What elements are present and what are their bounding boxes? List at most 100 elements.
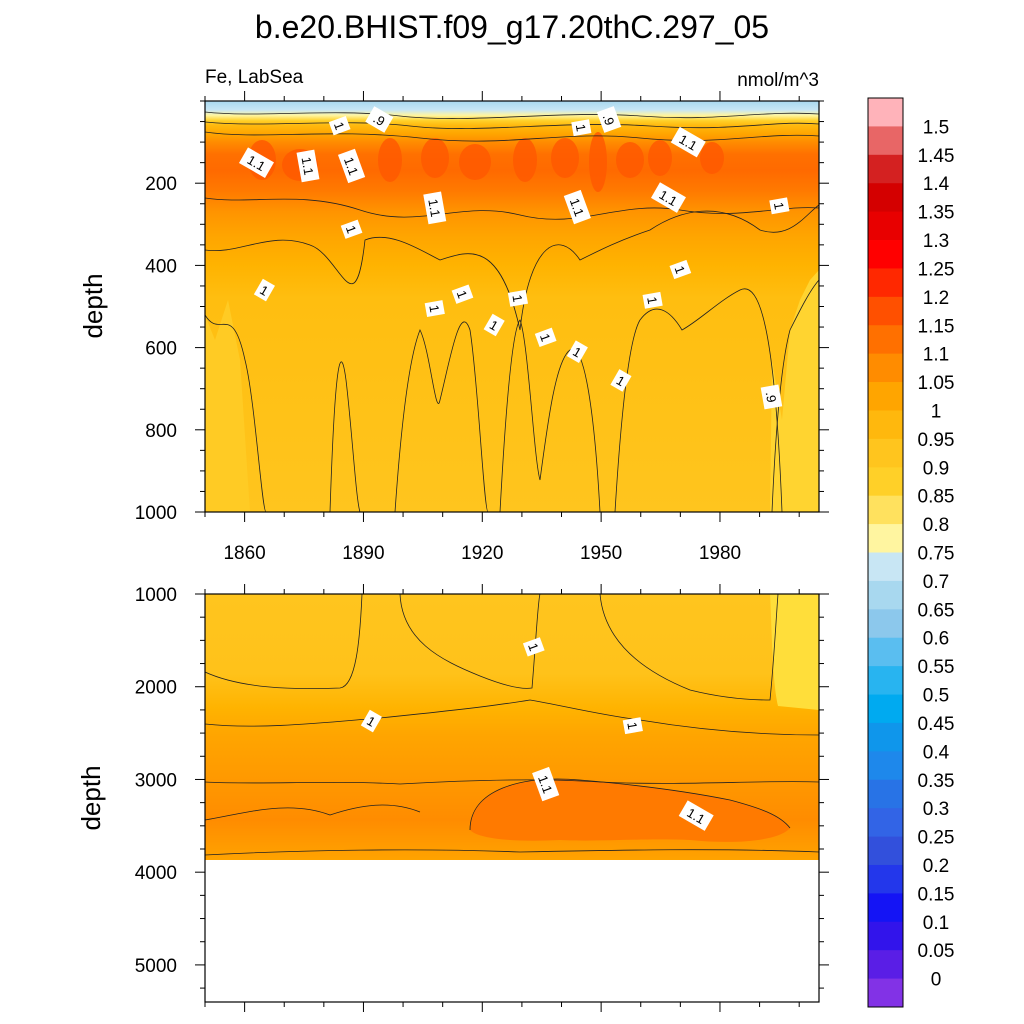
contour-label: .9 — [596, 106, 622, 133]
y-tick-label: 4000 — [135, 863, 177, 884]
colorbar-label: 0.5 — [923, 686, 949, 707]
contour-label: 1.1 — [532, 766, 560, 802]
contour-label-box — [563, 189, 591, 225]
y-tick-label: 800 — [145, 421, 177, 442]
contour-label-box — [534, 327, 557, 347]
lower-contour-labels: 1 1 1 1.1 1.1 — [360, 637, 714, 831]
y-tick-label: 3000 — [135, 770, 177, 791]
colorbar-label: 1.3 — [923, 231, 949, 252]
contour-label: 1 — [769, 197, 790, 215]
colorbar-swatch — [868, 211, 903, 241]
contour-label: 1 — [507, 289, 529, 307]
colorbar-label: 1.2 — [923, 288, 949, 309]
contour-label-box — [507, 289, 529, 307]
contour-label-box — [670, 126, 706, 158]
contour-label-text: 1 — [343, 223, 360, 235]
lower-panel: 1000 2000 3000 4000 5000 1 1 1 1.1 1.1 depth — [76, 584, 829, 1012]
upper-pale-region — [770, 270, 819, 512]
contour-label-box — [239, 147, 274, 178]
colorbar-label: 0.4 — [923, 742, 950, 763]
x-tick-label: 1920 — [461, 543, 503, 564]
colorbar-swatch — [868, 836, 903, 866]
colorbar-swatch — [868, 580, 903, 610]
colorbar-swatch — [868, 98, 903, 127]
contour-label-box — [424, 300, 445, 318]
colorbar-swatch — [868, 893, 903, 923]
contour-label: 1 — [360, 709, 382, 733]
colorbar-swatch — [868, 864, 903, 894]
lower-axis-ticks: 1000 2000 3000 4000 5000 — [135, 584, 829, 1012]
x-tick-label: 1890 — [342, 543, 384, 564]
contour-label: 1 — [669, 259, 692, 280]
colorbar-swatch — [868, 609, 903, 639]
colorbar-label: 0.35 — [918, 771, 955, 792]
colorbar-swatch — [868, 183, 903, 213]
contour-label-box — [760, 384, 783, 410]
colorbar-label: 0.15 — [918, 884, 955, 905]
contour-label-box — [769, 197, 790, 215]
colorbar-label: 1.15 — [918, 316, 955, 337]
colorbar-swatch — [868, 467, 903, 497]
contour-label: 1.1 — [678, 800, 714, 831]
contour-label-box — [532, 766, 560, 802]
colorbar-label: 0.3 — [923, 799, 949, 820]
contour-label-box — [451, 284, 474, 304]
colorbar-label: 0.95 — [918, 430, 955, 451]
contour-label-text: 1 — [454, 288, 471, 300]
colorbar: 1.5 1.45 1.4 1.35 1.3 1.25 1.2 1.15 1.1 1.05 1 0.95… — [867, 97, 955, 1008]
contour-label: 1.1 — [337, 148, 366, 184]
units-label: nmol/m^3 — [737, 70, 819, 91]
contour-label: .9 — [365, 106, 394, 133]
colorbar-swatch — [868, 495, 903, 525]
colorbar-frame — [867, 97, 904, 1008]
contour-label-text: .9 — [600, 112, 618, 127]
colorbar-label: 0.85 — [918, 487, 955, 508]
colorbar-label: 1.05 — [918, 373, 955, 394]
contour-label: 1 — [424, 300, 445, 318]
contour-label-box — [566, 340, 588, 364]
contour-label: 1 — [253, 278, 275, 302]
contour-label-text: 1.1 — [535, 773, 555, 795]
contour-label: .9 — [760, 384, 783, 410]
colorbar-label: 0.05 — [918, 941, 955, 962]
y-tick-label: 1000 — [135, 585, 177, 606]
contour-label-text: 1.1 — [425, 198, 443, 218]
contour-label-box — [423, 191, 447, 225]
contour-label-box — [365, 106, 394, 133]
colorbar-label: 1.35 — [918, 203, 955, 224]
x-tick-label: 1860 — [223, 543, 265, 564]
y-tick-label: 200 — [145, 174, 177, 195]
y-tick-label: 5000 — [135, 956, 177, 977]
variable-label: Fe, LabSea — [205, 67, 304, 88]
colorbar-swatch — [868, 410, 903, 440]
contour-label-text: 1 — [525, 641, 542, 653]
colorbar-label: 0.8 — [923, 515, 949, 536]
upper-contour-labels: 1.9 1.91.1 1.1 1.11.11.1 1.1 1.1 111111111111.… — [239, 106, 790, 410]
colorbar-label: 1.25 — [918, 259, 955, 280]
colorbar-label: 1 — [931, 401, 942, 422]
contour-label-box — [296, 149, 320, 183]
colorbar-swatch — [868, 722, 903, 752]
contour-label-box — [669, 259, 692, 280]
colorbar-swatch — [868, 524, 903, 553]
colorbar-swatch — [868, 779, 903, 809]
contour-label: 1 — [571, 119, 592, 137]
y-tick-label: 2000 — [135, 678, 177, 699]
x-tick-label: 1980 — [699, 543, 741, 564]
contour-label-box — [650, 182, 686, 213]
contour-label-text: 1 — [573, 123, 589, 133]
lower-y-axis-label: depth — [76, 765, 106, 830]
contour-label-text: 1 — [672, 264, 689, 276]
contour-label: 1 — [534, 327, 557, 347]
colorbar-label: 1.1 — [923, 345, 949, 366]
contour-label: 1 — [328, 116, 351, 136]
contour-label-box — [360, 709, 382, 733]
colorbar-label: 0.75 — [918, 544, 955, 565]
contour-label-text: 1 — [624, 721, 640, 731]
contour-label-text: 1.1 — [341, 155, 361, 177]
contour-label: 1 — [483, 313, 505, 337]
colorbar-swatch — [868, 666, 903, 695]
colorbar-swatch — [868, 694, 903, 724]
contour-label-box — [340, 219, 363, 239]
contour-label-box — [483, 313, 505, 337]
